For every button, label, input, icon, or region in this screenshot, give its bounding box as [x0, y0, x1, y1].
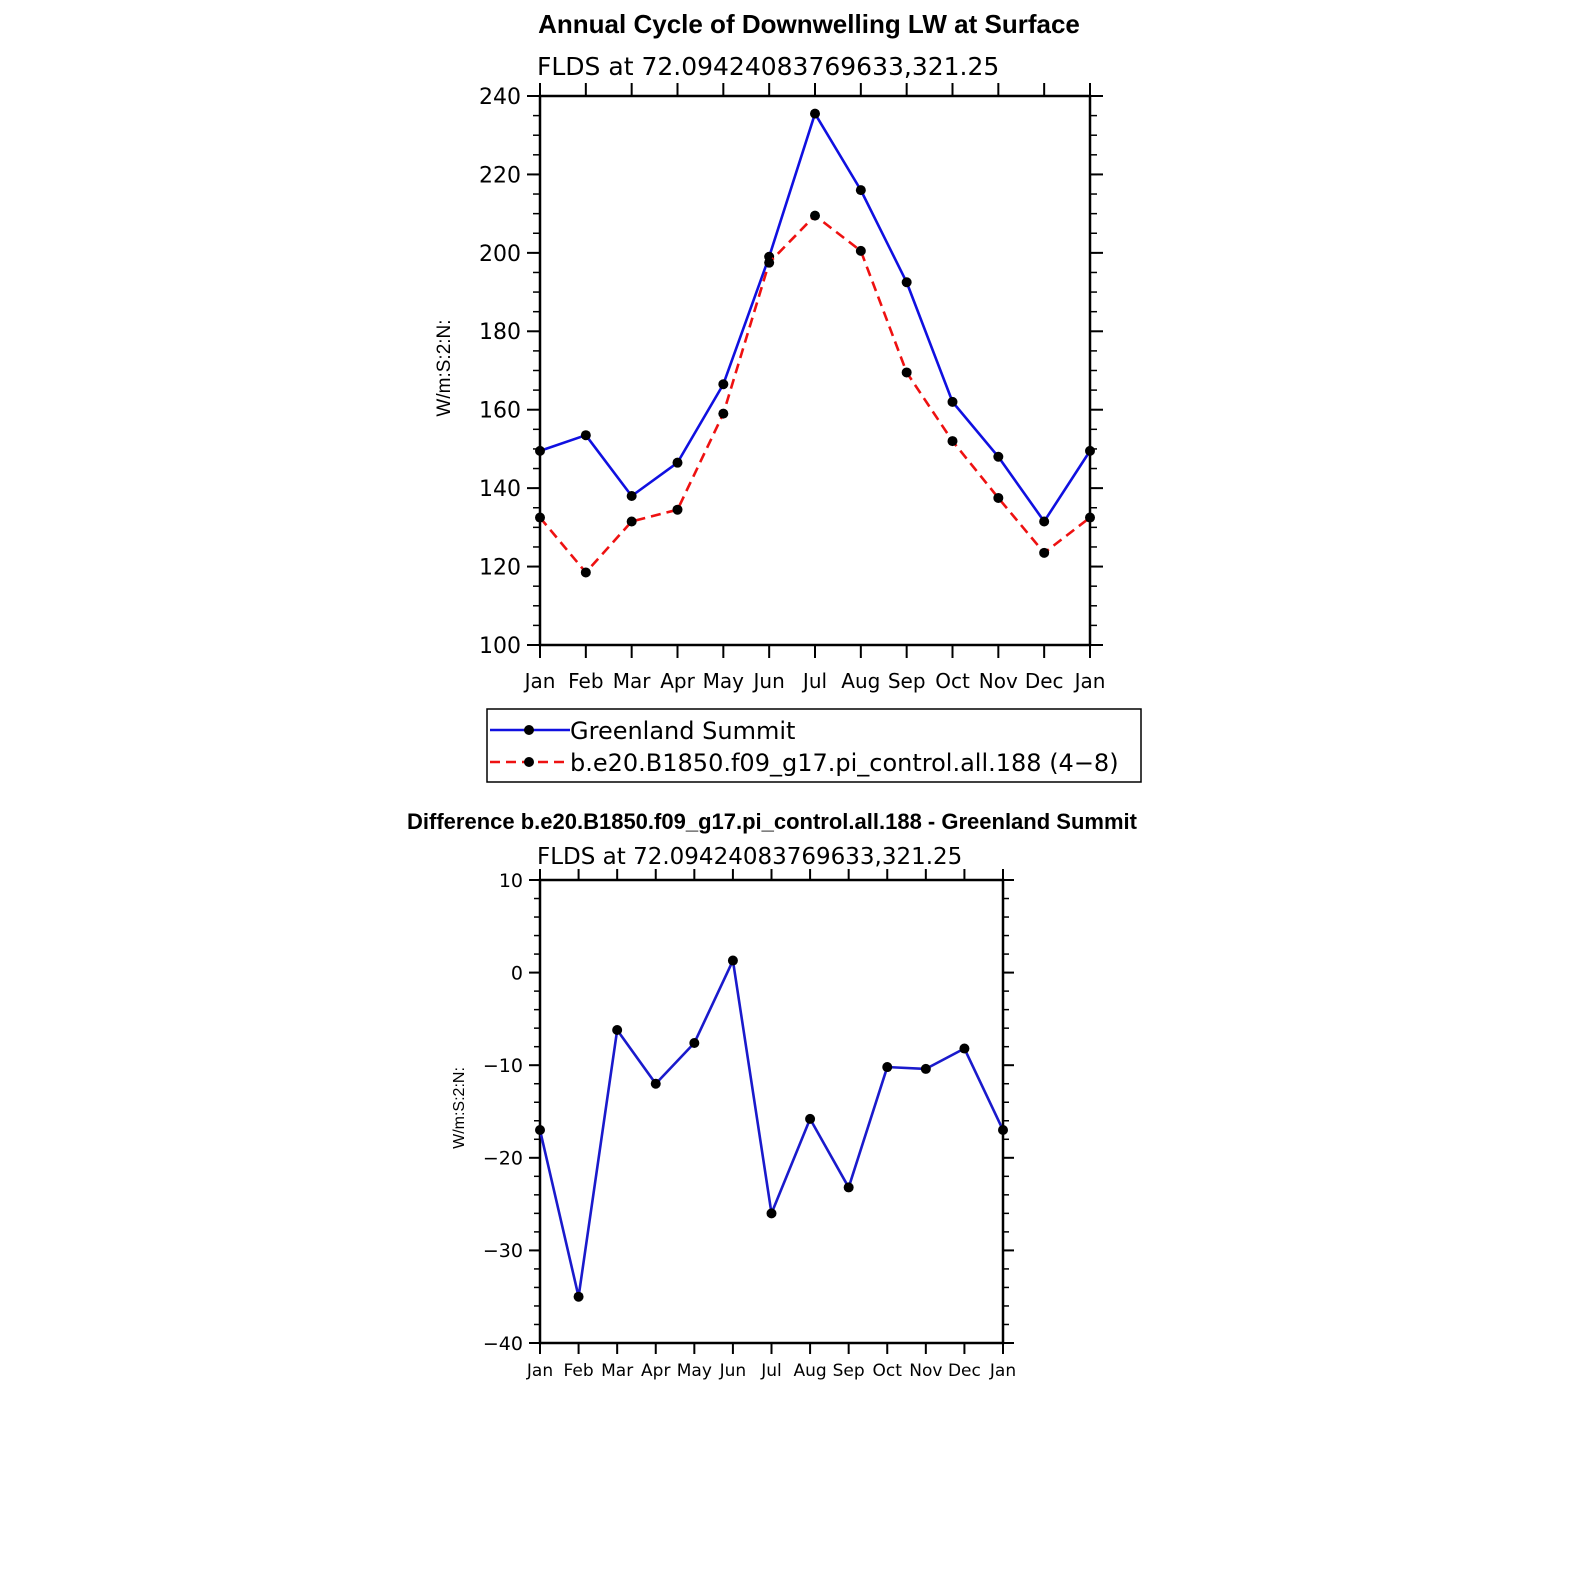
- x-tick-label: Nov: [909, 1361, 942, 1381]
- data-point: [805, 1113, 816, 1124]
- y-tick-label: 120: [479, 555, 521, 580]
- legend: Greenland Summit b.e20.B1850.f09_g17.pi_…: [486, 708, 1142, 783]
- data-point: [689, 1037, 700, 1048]
- data-point: [947, 436, 958, 447]
- x-tick-label: Jun: [719, 1361, 747, 1381]
- data-point: [727, 955, 738, 966]
- difference-axes: Jan Feb Mar Apr May Jun Jul Aug Sep Oct Nov Dec Jan−…: [483, 869, 1016, 1381]
- data-point: [650, 1078, 661, 1089]
- y-tick-label: 220: [479, 163, 521, 188]
- x-tick-label: Dec: [1025, 669, 1064, 693]
- y-tick-label: −10: [483, 1055, 523, 1077]
- y-tick-label: 140: [479, 477, 521, 502]
- x-tick-label: Oct: [935, 669, 970, 693]
- x-tick-label: Jul: [801, 669, 827, 693]
- y-tick-label: −40: [483, 1333, 523, 1355]
- data-point: [535, 512, 545, 523]
- data-point: [580, 567, 591, 578]
- x-tick-label: Nov: [979, 669, 1018, 693]
- data-point: [626, 516, 637, 527]
- legend-marker-model: [524, 757, 534, 767]
- data-point: [766, 1208, 777, 1219]
- y-tick-label: −30: [483, 1240, 523, 1262]
- difference-y-axis-label: W/m:S:2:N:: [451, 1067, 468, 1149]
- data-point: [718, 379, 729, 390]
- data-point: [843, 1182, 854, 1193]
- legend-marker-observed: [524, 725, 534, 735]
- y-tick-label: 100: [479, 634, 521, 659]
- y-tick-label: 0: [511, 962, 523, 984]
- data-point: [993, 492, 1004, 503]
- x-tick-label: May: [677, 1361, 712, 1381]
- x-tick-label: Dec: [948, 1361, 981, 1381]
- x-tick-label: Aug: [841, 669, 880, 693]
- data-point: [901, 367, 912, 378]
- data-point: [535, 445, 545, 456]
- data-point: [998, 1125, 1008, 1136]
- y-tick-label: 200: [479, 242, 521, 267]
- data-point: [855, 245, 866, 256]
- data-point: [810, 210, 820, 221]
- legend-box: [486, 708, 1142, 783]
- x-tick-label: Sep: [833, 1361, 865, 1381]
- annual-cycle-chart: Annual Cycle of Downwelling LW at Surfac…: [434, 9, 1142, 783]
- data-point: [855, 185, 866, 196]
- data-point: [612, 1025, 623, 1036]
- data-point: [1085, 445, 1095, 456]
- difference-chart-subtitle: FLDS at 72.09424083769633,321.25: [537, 844, 962, 870]
- data-point: [764, 257, 775, 268]
- x-tick-label: Jan: [1073, 669, 1106, 693]
- x-tick-label: Jan: [989, 1361, 1016, 1381]
- data-point: [626, 490, 637, 501]
- difference-chart: Difference b.e20.B1850.f09_g17.pi_contro…: [407, 809, 1138, 1381]
- chart-subtitle: FLDS at 72.09424083769633,321.25: [537, 52, 999, 81]
- x-tick-label: Apr: [660, 669, 695, 693]
- x-tick-label: Feb: [568, 669, 603, 693]
- difference-chart-title: Difference b.e20.B1850.f09_g17.pi_contro…: [407, 809, 1138, 834]
- chart-title: Annual Cycle of Downwelling LW at Surfac…: [538, 9, 1080, 39]
- data-point: [672, 457, 683, 468]
- x-tick-label: Mar: [601, 1361, 633, 1381]
- legend-label-observed: Greenland Summit: [570, 717, 795, 745]
- data-point: [959, 1043, 970, 1054]
- data-point: [718, 408, 729, 419]
- data-point: [535, 1125, 545, 1136]
- x-tick-label: Jul: [760, 1361, 782, 1381]
- x-tick-label: Mar: [613, 669, 652, 693]
- data-point: [1039, 547, 1050, 558]
- difference-plot-marks: [535, 955, 1008, 1302]
- data-point: [920, 1063, 931, 1074]
- x-tick-label: Jun: [752, 669, 785, 693]
- y-axis-label: W/m:S:2:N:: [434, 319, 455, 416]
- y-tick-label: −20: [483, 1148, 523, 1170]
- x-tick-label: Apr: [641, 1361, 670, 1381]
- legend-label-model: b.e20.B1850.f09_g17.pi_control.all.188 (…: [570, 749, 1119, 777]
- x-tick-label: Jan: [523, 669, 556, 693]
- data-point: [882, 1062, 893, 1073]
- x-tick-label: Feb: [564, 1361, 594, 1381]
- data-point: [947, 396, 958, 407]
- y-tick-label: 180: [479, 320, 521, 345]
- data-point: [1039, 516, 1050, 527]
- plot-marks: [535, 108, 1095, 578]
- y-tick-label: 240: [479, 85, 521, 110]
- axes: Jan Feb Mar Apr May Jun Jul Aug Sep Oct Nov Dec Jan1…: [479, 83, 1105, 693]
- data-point: [901, 277, 912, 288]
- x-tick-label: Oct: [873, 1361, 903, 1381]
- y-tick-label: 160: [479, 399, 521, 424]
- x-tick-label: Aug: [793, 1361, 826, 1381]
- data-point: [573, 1291, 584, 1302]
- data-point: [672, 504, 683, 515]
- x-tick-label: May: [703, 669, 745, 693]
- data-point: [1085, 512, 1095, 523]
- y-tick-label: 10: [499, 870, 523, 892]
- data-point: [580, 430, 591, 441]
- x-tick-label: Jan: [526, 1361, 553, 1381]
- data-point: [810, 108, 820, 119]
- data-point: [993, 451, 1004, 462]
- x-tick-label: Sep: [888, 669, 926, 693]
